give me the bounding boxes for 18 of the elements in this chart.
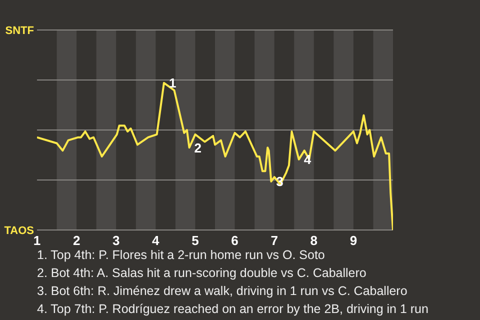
annotation: 4 — [304, 152, 312, 168]
annotation: 1 — [168, 76, 176, 91]
text: 3. Bot 6th: R. Jiménez drew a walk, driving in 1 run vs C. Caballero — [37, 283, 408, 300]
text: 4. Top 7th: P. Rodríguez reached on an error by the 2B, driving in 1 run — [37, 301, 428, 318]
x-tick-label: 6 — [231, 233, 238, 248]
annotation: 2 — [194, 140, 202, 156]
x-tick-label: 8 — [310, 233, 318, 248]
x-tick-label: 2 — [72, 233, 80, 248]
ref-line-label: SNTF — [5, 24, 34, 37]
text: 1. Top 4th: P. Flores hit a 2-run home run vs O. Soto — [37, 248, 325, 262]
x-tick-label: 3 — [112, 233, 120, 248]
x-tick-label: 1 — [33, 233, 41, 248]
ref-line-label: TAOS — [4, 224, 34, 237]
x-tick-label: 4 — [152, 233, 160, 248]
x-tick-label: 9 — [350, 233, 358, 248]
x-tick-label: 7 — [270, 233, 278, 248]
x-tick-label: 5 — [192, 233, 199, 248]
text: 2. Bot 4th: A. Salas hit a run-scoring double vs C. Caballero — [37, 265, 368, 282]
